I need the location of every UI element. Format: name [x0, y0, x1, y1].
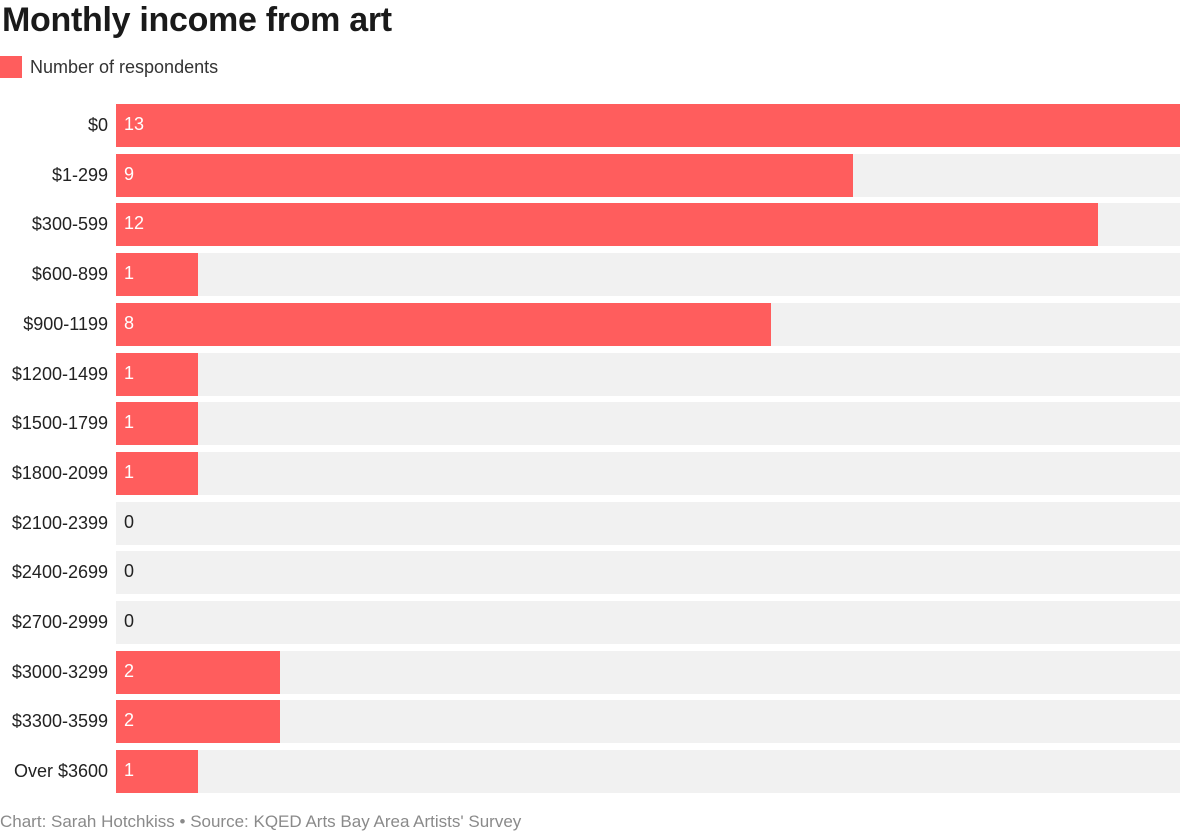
bar-value-label: 0: [124, 611, 135, 631]
bar-row: $1200-1499 1: [0, 353, 1180, 396]
category-label: $1800-2099: [11, 463, 108, 483]
chart-title: Monthly income from art: [2, 1, 392, 39]
bar-value-label: 1: [124, 412, 135, 432]
bar-row: $2400-2699 0: [0, 551, 1180, 594]
category-label: $3000-3299: [11, 662, 108, 682]
bar-track: 0: [116, 502, 1180, 545]
bar-value-label: 1: [124, 363, 135, 383]
category-label: $2100-2399: [11, 513, 108, 533]
category-label: $600-899: [31, 264, 108, 284]
bar[interactable]: [116, 154, 853, 197]
bar-value-label: 0: [124, 561, 135, 581]
bar[interactable]: [116, 303, 771, 346]
category-label: $2400-2699: [11, 562, 108, 582]
bar[interactable]: [116, 253, 198, 296]
category-label: $1200-1499: [11, 364, 108, 384]
bar[interactable]: [116, 203, 1098, 246]
bar-row: $900-1199 8: [0, 303, 1180, 346]
category-label: Over $3600: [13, 761, 108, 781]
bar-track: 9: [116, 154, 1180, 197]
bar[interactable]: [116, 353, 198, 396]
category-label: $900-1199: [23, 314, 108, 334]
bar-row: $3300-3599 2: [0, 700, 1180, 743]
bar-track: 1: [116, 353, 1180, 396]
bar[interactable]: [116, 452, 198, 495]
bar[interactable]: [116, 750, 198, 793]
legend-swatch: [0, 56, 22, 78]
bar-value-label: 1: [124, 263, 135, 283]
bar-row: $0 13: [0, 104, 1180, 147]
bar-row: $1-299 9: [0, 154, 1180, 197]
bar-track: 1: [116, 253, 1180, 296]
bar-track: 1: [116, 402, 1180, 445]
legend: Number of respondents: [0, 56, 218, 78]
bar-track: 1: [116, 750, 1180, 793]
category-label: $1-299: [51, 165, 108, 185]
bar-row: $2100-2399 0: [0, 502, 1180, 545]
bar-row: $1500-1799 1: [0, 402, 1180, 445]
category-label: $1500-1799: [11, 413, 108, 433]
bar-value-label: 13: [124, 114, 145, 134]
legend-label: Number of respondents: [30, 56, 219, 77]
bar-value-label: 8: [124, 313, 135, 333]
bar-track: 13: [116, 104, 1180, 147]
bar-track: 1: [116, 452, 1180, 495]
bar-value-label: 2: [124, 710, 135, 730]
category-label: $0: [87, 115, 108, 135]
bar[interactable]: [116, 104, 1180, 147]
bar-track: 2: [116, 651, 1180, 694]
bar-value-label: 1: [124, 462, 135, 482]
bar-row: $1800-2099 1: [0, 452, 1180, 495]
bar-value-label: 9: [124, 164, 135, 184]
bar[interactable]: [116, 651, 280, 694]
bar-value-label: 0: [124, 512, 135, 532]
bar[interactable]: [116, 402, 198, 445]
category-label: $3300-3599: [11, 711, 108, 731]
bar-value-label: 2: [124, 661, 135, 681]
category-label: $2700-2999: [11, 612, 108, 632]
chart-credit: Chart: Sarah Hotchkiss • Source: KQED Ar…: [0, 812, 522, 831]
bar-track: 8: [116, 303, 1180, 346]
bar-value-label: 12: [124, 213, 145, 233]
bar-track: 12: [116, 203, 1180, 246]
bar-row: $300-599 12: [0, 203, 1180, 246]
bar-row: $600-899 1: [0, 253, 1180, 296]
bar-row: Over $3600 1: [0, 750, 1180, 793]
bar-track: 0: [116, 551, 1180, 594]
bar-row: $3000-3299 2: [0, 651, 1180, 694]
bar-row: $2700-2999 0: [0, 601, 1180, 644]
bar-track: 0: [116, 601, 1180, 644]
bar-value-label: 1: [124, 760, 135, 780]
bar[interactable]: [116, 700, 280, 743]
bar-track: 2: [116, 700, 1180, 743]
category-label: $300-599: [31, 214, 108, 234]
